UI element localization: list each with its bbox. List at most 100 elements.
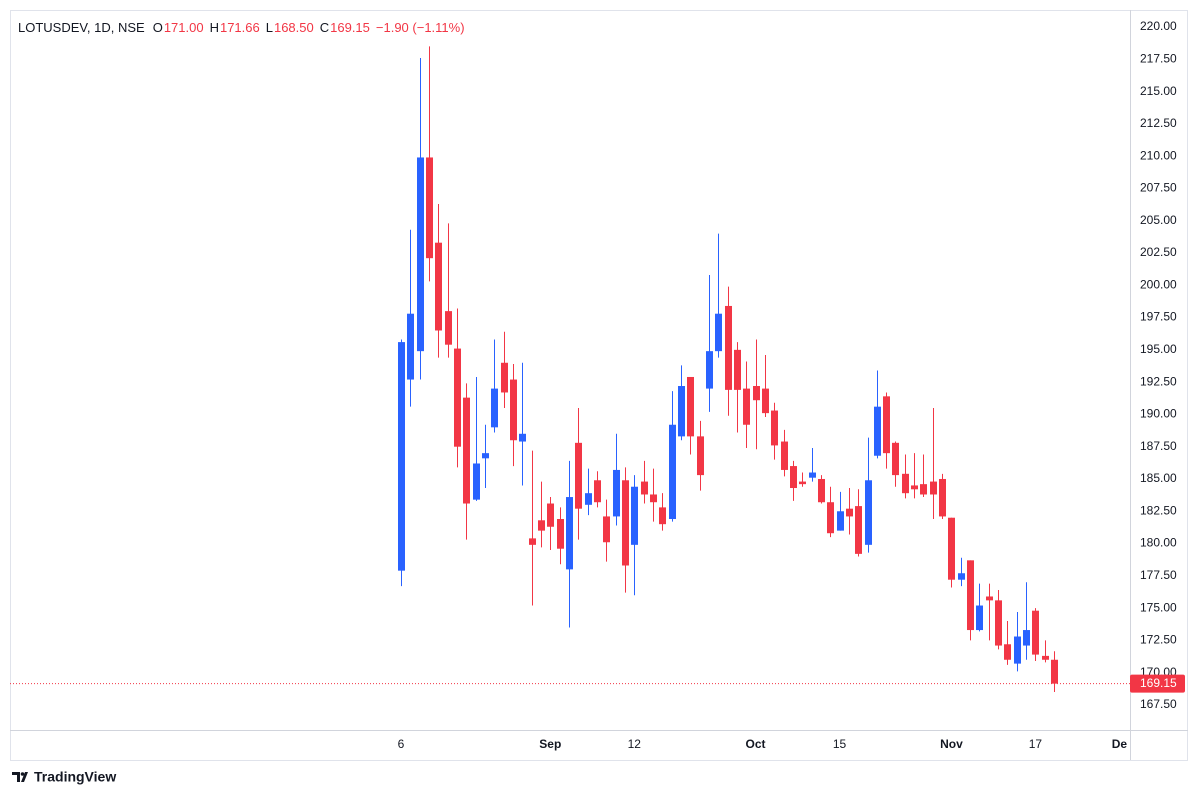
y-tick-label: 215.00 [1140,84,1177,98]
candle-body [958,573,965,580]
x-tick-label: 17 [1029,737,1043,751]
x-tick-label: Oct [746,737,766,751]
y-tick-label: 217.50 [1140,51,1177,65]
candle-body [706,351,713,389]
ohlc-value: 171.66 [219,20,260,35]
candle-body [1032,610,1039,655]
candle-body [547,503,554,527]
symbol-title: LOTUSDEV, 1D, NSE [18,20,145,35]
candle-body [678,386,685,437]
y-tick-label: 207.50 [1140,181,1177,195]
candle-body [762,388,769,414]
ohlc-key: C [319,20,330,35]
candle-body [622,480,629,566]
candle-body [529,538,536,545]
ohlc-value: 168.50 [273,20,314,35]
candle-body [771,410,778,446]
y-tick-label: 205.00 [1140,213,1177,227]
candle-body [967,560,974,631]
candle-body [557,519,564,549]
candle-body [1004,644,1011,660]
y-tick-label: 172.50 [1140,633,1177,647]
y-tick-label: 180.00 [1140,536,1177,550]
candle-body [697,436,704,476]
candle-body [809,472,816,478]
y-tick-label: 202.50 [1140,245,1177,259]
logo-dot [20,772,25,776]
x-tick-label: 12 [628,737,642,751]
candle-body [725,305,732,390]
candle-body [398,342,405,571]
last-price-label: 169.15 [1140,676,1177,690]
candle-body [631,486,638,545]
candle-body [753,386,760,401]
y-tick-label: 167.50 [1140,697,1177,711]
brand-logo: TradingView [12,769,116,785]
candle-body [1051,659,1058,684]
candle-body [734,349,741,390]
y-tick-label: 210.00 [1140,148,1177,162]
candle-body [1014,636,1021,664]
candle-body [435,242,442,331]
candle-body [594,480,601,503]
ohlc-value: 169.15 [330,20,370,35]
x-tick-label: 15 [833,737,847,751]
candle-body [501,362,508,393]
candle-body [902,473,909,494]
candle-body [407,313,414,380]
candle-body [463,397,470,504]
candle-body [650,494,657,503]
candle-body [641,481,648,495]
candle-body [976,605,983,631]
candle-body [426,157,433,259]
candle-body [874,406,881,456]
y-tick-label: 187.50 [1140,439,1177,453]
ohlc-value: 171.00 [163,20,204,35]
candle-body [743,388,750,425]
y-tick-label: 190.00 [1140,407,1177,421]
candle-body [417,157,424,352]
y-tick-label: 220.00 [1140,19,1177,33]
last-price-tag [1130,674,1185,693]
candle-body [538,520,545,531]
y-tick-label: 212.50 [1140,116,1177,130]
candle-body [519,433,526,442]
logo-icon [12,772,28,782]
ohlc-key: L [265,20,273,35]
candle-body [948,517,955,580]
candle-body [473,463,480,500]
x-tick-label: Sep [539,737,561,751]
candle-body [585,493,592,505]
candle-body [837,511,844,531]
y-tick-label: 182.50 [1140,503,1177,517]
candle-body [454,348,461,447]
candle-body [575,442,582,509]
candle-body [846,508,853,517]
chart-frame [10,10,1188,761]
time-axis: 6 Sep 12 Oct 15 Nov 17 De [398,737,1128,751]
candle-body [445,311,452,345]
x-tick-label: 6 [398,737,405,751]
candle-body [986,596,993,601]
y-tick-label: 195.00 [1140,342,1177,356]
candle-body [930,481,937,495]
price-axis: 167.50170.00172.50175.00177.50180.00182.… [1130,19,1185,711]
candle-body [920,484,927,495]
price-change: −1.90 (−1.11%) [375,20,465,35]
brand-name: TradingView [34,769,116,785]
candle-body [687,376,694,437]
x-tick-label: Nov [940,737,963,751]
x-tick-label: De [1112,737,1128,751]
candle-body [855,506,862,554]
candle-body [781,441,788,470]
candle-body [566,497,573,570]
y-tick-label: 192.50 [1140,374,1177,388]
ohlc-key: O [152,20,163,35]
candle-body [613,469,620,517]
candle-body [799,481,806,485]
y-tick-label: 185.00 [1140,471,1177,485]
candle-body [865,480,872,545]
candle-body [1042,655,1049,660]
